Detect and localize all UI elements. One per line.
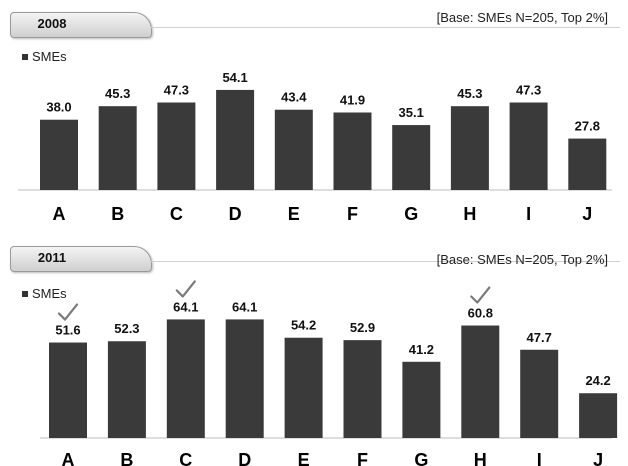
data-label: 35.1	[399, 105, 424, 120]
category-label: E	[288, 204, 300, 224]
checkmark-icon	[470, 286, 491, 304]
data-label: 45.3	[105, 86, 130, 101]
category-label: H	[463, 204, 476, 224]
data-label: 47.3	[516, 82, 541, 97]
bar	[450, 106, 489, 190]
bar	[107, 341, 146, 438]
data-label: 27.8	[575, 119, 600, 134]
bar	[157, 102, 196, 190]
legend-label: SMEs	[32, 49, 67, 64]
bar-chart-2011: 51.6 A 52.3 B 64.1 C 64.1 D 54.2 E 52.9 F 41.2 G 60.8 H…	[40, 280, 618, 466]
data-label: 54.2	[291, 318, 316, 333]
bar	[49, 342, 87, 438]
bar	[225, 319, 264, 438]
data-label: 52.3	[114, 321, 139, 336]
checkmark-icon	[57, 303, 79, 321]
data-label: 47.3	[164, 82, 189, 97]
data-label: 24.2	[585, 373, 610, 388]
data-label: 52.9	[350, 320, 375, 335]
bar-chart-2008: 38.0 A 45.3 B 47.3 C 54.1 D 43.4 E 41.9 F 35.1 G 45.3 H…	[18, 70, 612, 224]
data-label: 43.4	[281, 90, 307, 105]
year-tab-label: 2008	[37, 16, 67, 31]
bar	[402, 361, 441, 438]
data-label: 41.2	[409, 342, 434, 357]
category-label: A	[53, 204, 66, 224]
base-note: [Base: SMEs N=205, Top 2%]	[436, 10, 608, 25]
bar	[40, 119, 78, 190]
data-label: 47.7	[527, 330, 552, 345]
year-tab-label: 2011	[37, 250, 67, 265]
category-label: F	[347, 204, 358, 224]
bar	[461, 325, 500, 438]
data-label: 45.3	[457, 86, 482, 101]
data-label: 64.1	[232, 299, 257, 314]
legend-swatch	[22, 54, 28, 60]
category-label: G	[404, 204, 418, 224]
category-label: C	[179, 450, 192, 466]
bar	[98, 106, 137, 190]
category-label: D	[238, 450, 251, 466]
base-note: [Base: SMEs N=205, Top 2%]	[436, 252, 608, 267]
bar	[343, 340, 382, 438]
bar	[284, 337, 323, 438]
category-label: G	[414, 450, 428, 466]
category-label: E	[298, 450, 310, 466]
category-label: B	[120, 450, 133, 466]
bar	[579, 393, 618, 438]
data-label: 51.6	[55, 323, 80, 338]
category-label: F	[357, 450, 368, 466]
category-label: D	[229, 204, 242, 224]
category-label: J	[593, 450, 603, 466]
data-label: 41.9	[340, 92, 365, 107]
bar	[274, 109, 313, 190]
category-label: C	[170, 204, 183, 224]
chart-panel-2011: 2011 [Base: SMEs N=205, Top 2%] SMEs 51.…	[0, 238, 628, 466]
bar	[568, 138, 607, 190]
legend: SMEs	[22, 286, 67, 301]
data-label: 54.1	[222, 70, 247, 85]
legend-label: SMEs	[32, 286, 67, 301]
data-label: 38.0	[46, 100, 71, 115]
year-tab: 2011	[10, 246, 152, 272]
category-label: J	[582, 204, 592, 224]
header-rule	[150, 27, 620, 28]
bar	[333, 112, 372, 190]
legend-swatch	[22, 291, 28, 297]
legend: SMEs	[22, 49, 67, 64]
checkmark-icon	[175, 280, 196, 298]
category-label: I	[537, 450, 542, 466]
bar	[166, 319, 205, 438]
category-label: B	[111, 204, 124, 224]
data-label: 60.8	[468, 306, 493, 321]
category-label: H	[474, 450, 487, 466]
year-tab: 2008	[10, 12, 152, 38]
bar	[509, 102, 548, 190]
header-rule	[150, 261, 620, 262]
bar	[216, 89, 255, 190]
bar	[392, 125, 431, 190]
data-label: 64.1	[173, 299, 198, 314]
chart-panel-2008: 2008 [Base: SMEs N=205, Top 2%] SMEs 38.…	[0, 0, 628, 230]
category-label: A	[62, 450, 75, 466]
bar	[520, 349, 559, 438]
category-label: I	[526, 204, 531, 224]
